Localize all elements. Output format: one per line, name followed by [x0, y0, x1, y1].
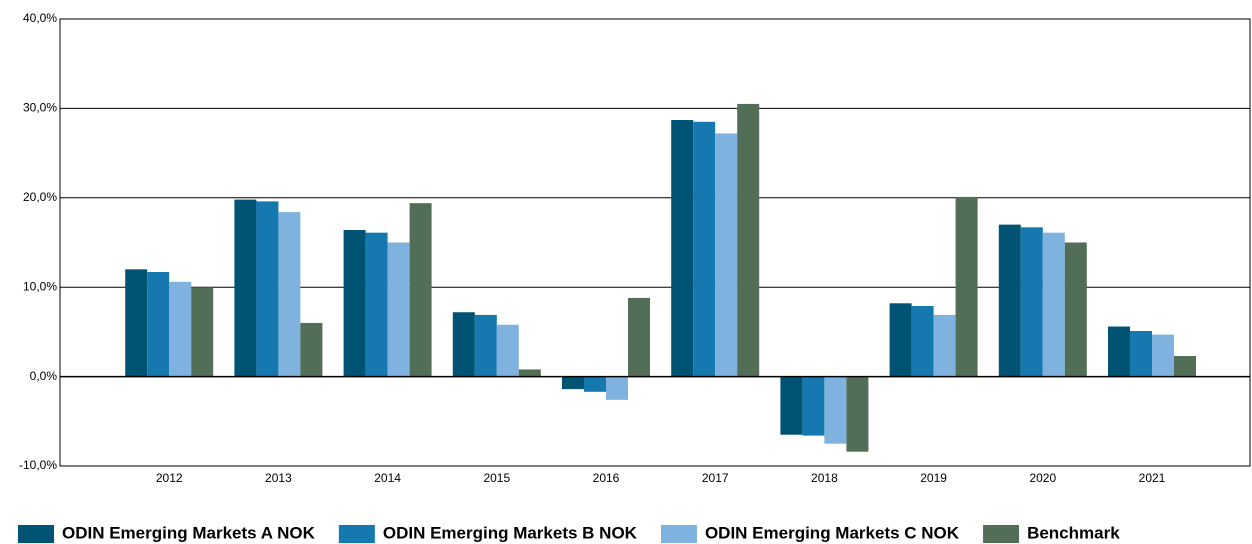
y-tick-label: 40,0% — [23, 11, 57, 25]
legend-swatch — [18, 525, 54, 543]
bar — [474, 314, 497, 377]
bar — [628, 297, 650, 377]
bar — [1064, 242, 1087, 377]
bar — [693, 121, 716, 377]
x-tick-label: 2017 — [702, 471, 729, 485]
bar — [911, 305, 934, 377]
bar — [256, 201, 279, 377]
legend-swatch — [983, 525, 1020, 543]
bar — [365, 232, 388, 377]
bar — [278, 212, 301, 377]
x-tick-label: 2021 — [1139, 471, 1166, 485]
bar — [780, 376, 803, 435]
bar — [1174, 356, 1196, 377]
x-tick-label: 2013 — [265, 471, 292, 485]
bar — [387, 242, 410, 377]
x-tick-label: 2016 — [593, 471, 620, 485]
legend-label: ODIN Emerging Markets B NOK — [383, 523, 638, 542]
bar — [715, 133, 738, 377]
bar — [1108, 326, 1130, 377]
bar — [606, 376, 628, 400]
legend-label: ODIN Emerging Markets C NOK — [705, 523, 960, 542]
bar — [1152, 334, 1174, 377]
legend-label: Benchmark — [1027, 523, 1120, 542]
bar — [1130, 331, 1152, 377]
bar — [955, 196, 978, 377]
bar — [889, 303, 912, 377]
x-tick-label: 2014 — [374, 471, 401, 485]
bar — [998, 224, 1021, 377]
bar — [846, 376, 869, 452]
bar — [147, 272, 170, 377]
bar — [452, 312, 475, 377]
bar — [1042, 232, 1065, 377]
x-tick-label: 2015 — [483, 471, 510, 485]
bar — [1020, 227, 1043, 377]
bar — [343, 229, 366, 377]
bar — [169, 281, 192, 377]
y-tick-label: 10,0% — [23, 279, 57, 293]
legend-label: ODIN Emerging Markets A NOK — [62, 523, 316, 542]
x-tick-label: 2020 — [1029, 471, 1056, 485]
x-tick-label: 2012 — [156, 471, 183, 485]
bar — [191, 287, 214, 377]
legend-swatch — [660, 525, 697, 543]
y-tick-label: -10,0% — [19, 458, 57, 472]
bar — [300, 322, 323, 377]
bar — [933, 314, 956, 377]
bar — [562, 376, 584, 390]
bar — [496, 324, 519, 377]
bar — [802, 376, 825, 436]
bar — [737, 103, 760, 377]
bar — [125, 269, 148, 377]
bar — [518, 369, 541, 377]
y-tick-label: 20,0% — [23, 190, 57, 204]
bar — [234, 199, 257, 377]
legend-swatch — [338, 525, 375, 543]
y-tick-label: 30,0% — [23, 101, 57, 115]
y-tick-label: 0,0% — [30, 369, 58, 383]
x-tick-label: 2019 — [920, 471, 947, 485]
bar — [409, 203, 432, 377]
bar — [824, 376, 847, 444]
bar — [671, 120, 694, 377]
bar — [584, 376, 606, 392]
x-tick-label: 2018 — [811, 471, 838, 485]
